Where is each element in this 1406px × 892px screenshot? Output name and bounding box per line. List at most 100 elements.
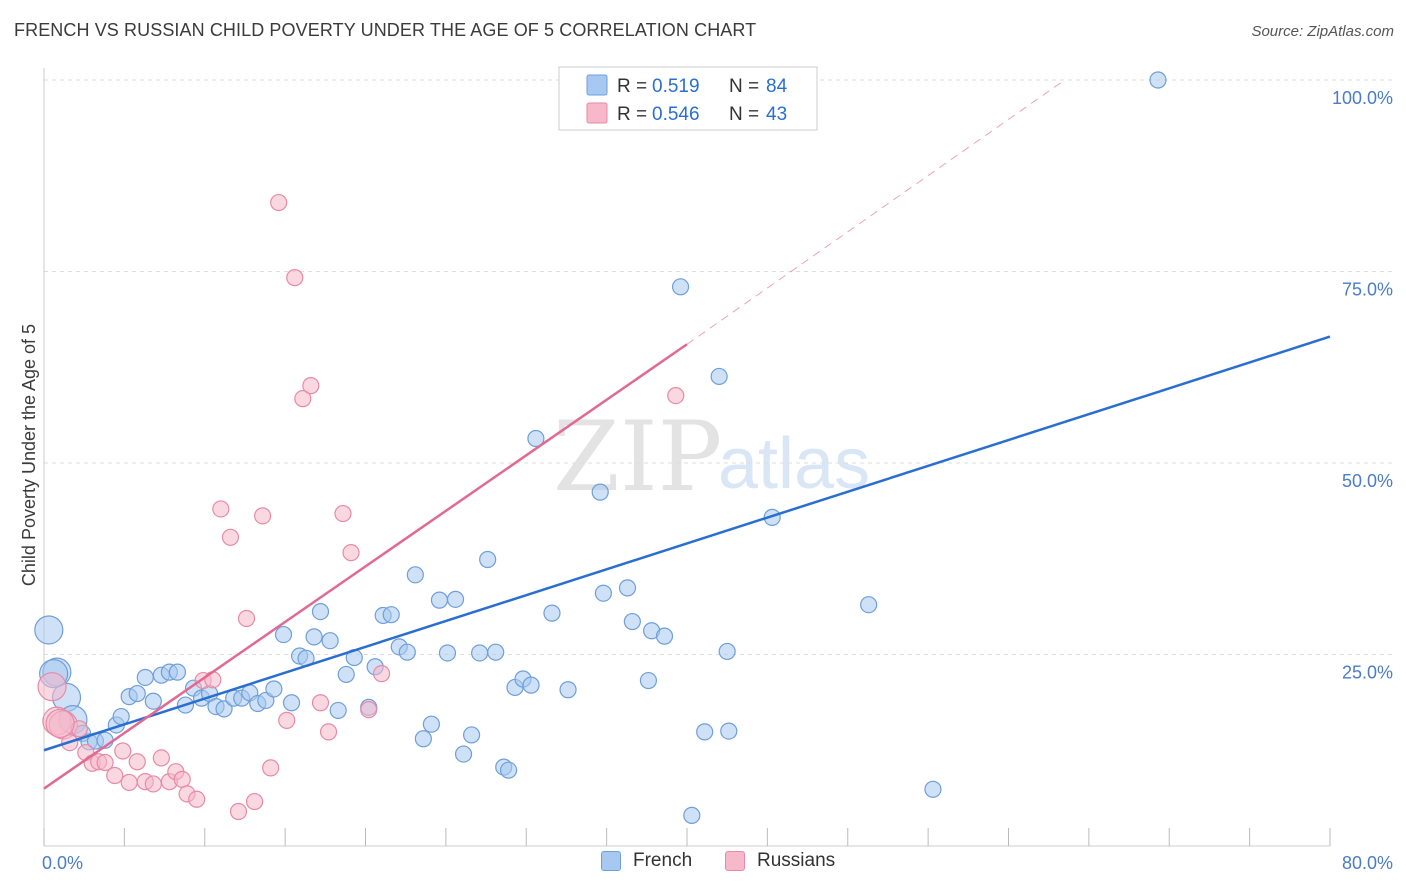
french-point [860,596,878,614]
russian-point [342,544,360,562]
russian-point [120,773,138,792]
russian-point [237,609,256,628]
french-point [594,584,613,602]
russian-point [212,500,230,518]
russian-point [106,766,124,785]
russian-point [286,269,304,287]
french-point [168,663,187,681]
french-point [471,644,489,662]
french-point [454,745,473,763]
russian-point [152,749,170,767]
russian-point [128,753,146,771]
watermark: ZIP atlas [553,401,870,513]
bottom-legend-french: French [601,850,692,872]
russian-point [278,711,296,729]
french-point [136,668,154,687]
french-point [438,644,457,662]
source-label: Source: ZipAtlas.com [1251,23,1394,40]
french-point [1149,71,1167,89]
russian-trend-line [43,343,688,790]
russian-point [245,792,264,811]
russian-points [37,193,685,821]
french-point [559,681,577,699]
russian-point [144,775,162,793]
french-point [591,483,609,501]
legend-swatch-french [586,74,608,96]
y-axis-label: Child Poverty Under the Age of 5 [19,324,39,586]
gridlines [44,79,1394,655]
russian-point [204,671,222,689]
french-point [671,278,690,296]
russian-trend-extension [686,79,1066,345]
legend-swatch-russians [586,102,608,124]
french-point [128,684,146,703]
russian-point [221,528,240,546]
french-point [710,367,728,386]
french-point [406,566,424,584]
legend-french-n-value: 84 [766,76,788,97]
french-point [479,550,497,569]
french-point [311,603,330,621]
russian-point [188,790,206,808]
russian-point [262,759,280,777]
french-point [543,604,561,622]
french-point [337,665,355,684]
french-point [215,700,233,718]
french-point [382,606,400,624]
russian-point [45,708,75,739]
legend-french-r-value: 0.519 [652,76,700,97]
y-tick-label: 25.0% [1342,663,1393,683]
french-point [462,726,481,744]
x-tick-label: 0.0% [42,853,83,873]
legend: R = 0.519 N = 84 R = 0.546 N = 43 [558,66,818,131]
french-points [34,71,1167,824]
watermark-atlas: atlas [718,424,870,504]
french-point [282,694,301,712]
russian-point [302,377,320,395]
y-tick-label: 75.0% [1342,280,1393,300]
french-point [144,692,162,710]
french-point [305,628,323,646]
french-point [655,627,674,645]
french-point [274,625,293,644]
legend-french-r-label: R = [617,76,647,97]
russian-point [114,742,132,760]
russian-point [311,694,330,712]
french-point [683,806,701,824]
french-point [487,643,505,661]
russian-point [173,770,191,788]
french-point [720,722,738,740]
french-point [639,671,658,690]
russian-point [667,386,685,405]
legend-russians-r-value: 0.546 [652,104,700,125]
trend-lines [43,79,1331,790]
bottom-legend-russians-swatch [725,851,745,871]
french-trend-line [43,335,1331,752]
y-tick-label: 100.0% [1332,88,1393,108]
legend-russians-n-value: 43 [766,104,787,125]
french-point [265,680,283,698]
russian-point [372,665,391,683]
french-point [422,715,441,733]
bottom-legend-french-label: French [633,850,693,871]
watermark-zip: ZIP [553,401,722,513]
french-point [522,676,540,694]
y-tick-label: 50.0% [1342,471,1393,491]
french-point [924,780,942,798]
bottom-legend-russians-label: Russians [757,850,836,871]
french-point [623,612,641,631]
french-point [618,579,637,597]
bottom-legend-russians: Russians [725,850,835,872]
russian-point [334,504,352,523]
french-point [112,707,130,726]
french-point [398,643,416,661]
bottom-legend: French Russians [0,850,1406,878]
russian-point [294,390,312,408]
legend-russians-r-label: R = [617,104,647,125]
french-point [499,761,518,779]
x-tick-label: 80.0% [1342,853,1393,873]
russian-point [319,723,338,741]
legend-french-n-label: N = [729,76,759,97]
french-point [430,591,449,609]
french-point [446,590,465,608]
